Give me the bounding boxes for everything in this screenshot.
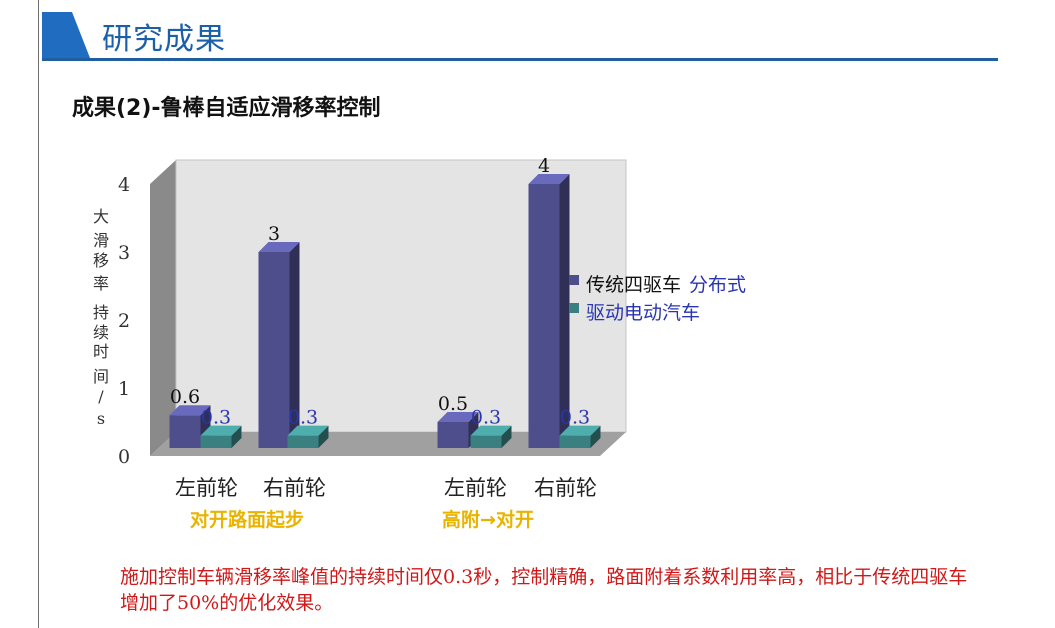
legend-text: 分布式 — [689, 274, 746, 296]
y-axis-label-char: s — [97, 409, 105, 428]
legend-text: 传统四驱车 — [586, 274, 681, 296]
bar-top — [528, 174, 570, 184]
conclusion-text: 施加控制车辆滑移率峰值的持续时间仅0.3秒，控制精确，路面附着系数利用率高，相比… — [120, 566, 968, 614]
bar-top — [470, 425, 512, 436]
bar-side — [231, 425, 242, 448]
bar-top — [559, 425, 601, 436]
bar — [169, 415, 201, 448]
y-axis-label-char: 大 — [93, 207, 109, 226]
data-label: 0.3 — [288, 407, 318, 429]
bar-side — [590, 425, 601, 448]
data-label: 0.3 — [471, 407, 501, 429]
bar-side — [501, 425, 512, 448]
bar-side — [318, 425, 329, 448]
data-label: 4 — [538, 155, 550, 177]
bar-top — [258, 242, 300, 252]
bar — [258, 252, 290, 448]
bar-top — [437, 412, 479, 422]
bar-side — [289, 242, 300, 448]
legend-entry: 传统四驱车 分布式 — [586, 274, 746, 296]
chart-side-wall — [150, 160, 176, 456]
bar — [200, 435, 232, 448]
left-border-line — [38, 0, 39, 628]
bar — [528, 184, 560, 448]
legend-swatch — [569, 303, 579, 313]
y-tick-label: 2 — [118, 310, 130, 332]
y-axis-label-char: 持 — [93, 303, 109, 322]
bar-side — [559, 174, 570, 448]
y-axis-label-char: 续 — [93, 323, 109, 342]
y-axis-label-char: 间 — [93, 367, 109, 386]
legend-text: 驱动电动汽车 — [586, 302, 700, 324]
legend-swatch — [569, 275, 579, 285]
group-label: 高附→对开 — [442, 508, 534, 531]
y-axis-label-char: / — [98, 387, 104, 406]
data-label: 0.3 — [560, 407, 590, 429]
legend-entry: 驱动电动汽车 — [586, 302, 700, 324]
bar — [437, 422, 469, 448]
bar-top — [169, 405, 211, 416]
header-title: 研究成果 — [102, 22, 226, 57]
y-tick-label: 1 — [118, 378, 130, 400]
bar — [559, 435, 591, 448]
slide-subtitle: 成果(2)-鲁棒自适应滑移率控制 — [72, 96, 381, 121]
bar — [470, 435, 502, 448]
group-label: 对开路面起步 — [190, 508, 304, 531]
y-tick-label: 4 — [118, 174, 130, 196]
header-accent-shape — [42, 12, 90, 58]
category-label: 左前轮 — [444, 476, 507, 500]
bar-top — [287, 425, 329, 436]
data-label: 3 — [268, 223, 280, 245]
category-label: 右前轮 — [534, 476, 597, 500]
y-tick-label: 0 — [118, 446, 130, 468]
data-label: 0.3 — [201, 407, 231, 429]
y-axis-label-char: 时 — [93, 342, 109, 361]
y-axis-label-char: 率 — [93, 274, 109, 293]
header-divider — [42, 58, 998, 61]
category-label: 右前轮 — [263, 476, 326, 500]
y-tick-label: 3 — [118, 242, 130, 264]
category-label: 左前轮 — [175, 476, 238, 500]
bar — [287, 435, 319, 448]
y-axis-label-char: 移 — [93, 251, 109, 270]
y-axis-label-char: 滑 — [93, 231, 109, 250]
bar-top — [200, 425, 242, 436]
data-label: 0.6 — [170, 386, 200, 408]
data-label: 0.5 — [438, 393, 468, 415]
